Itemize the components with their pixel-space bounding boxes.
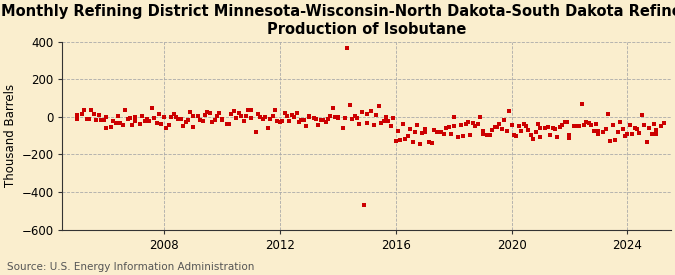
Title: Monthly Refining District Minnesota-Wisconsin-North Dakota-South Dakota Refinery: Monthly Refining District Minnesota-Wisc… <box>1 4 675 37</box>
Y-axis label: Thousand Barrels: Thousand Barrels <box>4 84 17 187</box>
Text: Source: U.S. Energy Information Administration: Source: U.S. Energy Information Administ… <box>7 262 254 272</box>
